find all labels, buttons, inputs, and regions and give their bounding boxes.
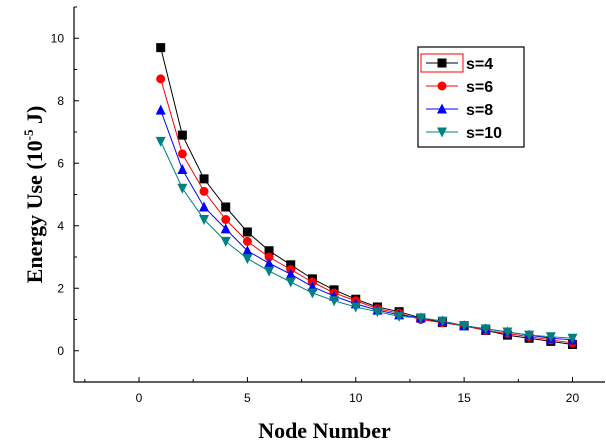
data-point	[242, 254, 253, 265]
data-point	[199, 174, 209, 184]
data-point	[350, 302, 361, 313]
data-point	[545, 332, 556, 343]
data-point	[156, 43, 166, 53]
data-point	[285, 268, 296, 279]
data-point	[221, 215, 231, 224]
data-point	[177, 149, 187, 159]
x-tick-label: 0	[136, 391, 143, 405]
data-point	[567, 333, 578, 344]
y-axis-title-main: Energy Use (10	[22, 140, 47, 283]
data-point	[264, 266, 275, 277]
data-point	[199, 215, 210, 225]
data-point	[264, 246, 274, 256]
data-point	[156, 74, 166, 84]
legend-label: s=8	[466, 102, 493, 119]
y-tick-label: 10	[51, 31, 65, 45]
data-point	[372, 307, 383, 318]
y-tick-label: 2	[57, 281, 64, 295]
data-point	[415, 313, 426, 324]
y-axis-title-unit: J)	[22, 106, 47, 130]
data-point	[242, 236, 252, 246]
data-point	[286, 260, 296, 270]
x-axis-title: Node Number	[258, 418, 391, 443]
plot-area: 0 2 4 6 8 10 0 5 10 15 20	[51, 6, 605, 405]
data-point	[220, 223, 231, 234]
data-point	[177, 164, 188, 174]
legend-box	[417, 46, 525, 148]
data-point	[177, 183, 188, 194]
data-point	[220, 236, 231, 247]
y-tick-label: 8	[57, 94, 64, 108]
legend-highlight	[420, 53, 464, 73]
x-tick-label: 5	[244, 391, 251, 405]
series-line	[160, 141, 573, 339]
legend-marker	[437, 58, 447, 68]
legend-label: s=6	[466, 79, 493, 96]
data-point	[264, 252, 274, 262]
data-point	[459, 321, 470, 332]
legend: s=4 s=6 s=8 s=10	[417, 46, 525, 148]
axis-titles: Node Number Energy Use (10-5 J)	[21, 106, 391, 443]
x-tick-label: 10	[349, 391, 363, 405]
legend-marker	[437, 103, 447, 114]
legend-label: s=4	[466, 56, 493, 73]
series-s-10	[155, 136, 578, 344]
data-point	[285, 277, 296, 288]
data-point	[199, 201, 210, 212]
y-axis-title: Energy Use (10-5 J)	[21, 106, 47, 284]
data-point	[242, 245, 253, 256]
data-point	[199, 186, 209, 196]
data-point	[221, 202, 231, 212]
x-tick-label: 20	[566, 391, 580, 405]
x-tick-label: 15	[457, 391, 471, 405]
data-point	[155, 104, 166, 115]
y-axis-title-exponent: -5	[21, 129, 36, 140]
legend-label: s=10	[466, 125, 502, 142]
data-point	[307, 288, 318, 299]
data-point	[502, 327, 513, 338]
data-point	[242, 227, 252, 237]
data-point	[524, 330, 535, 341]
legend-marker	[437, 81, 447, 91]
series-layer	[155, 43, 578, 349]
data-point	[437, 316, 448, 327]
data-point	[264, 257, 275, 268]
data-point	[329, 296, 340, 307]
y-tick-label: 4	[57, 219, 64, 233]
data-point	[394, 311, 405, 322]
y-tick-label: 6	[57, 156, 64, 170]
data-point	[177, 130, 187, 140]
data-point	[480, 324, 491, 335]
data-point	[155, 136, 166, 147]
y-tick-label: 0	[57, 344, 64, 358]
legend-marker	[437, 127, 447, 138]
